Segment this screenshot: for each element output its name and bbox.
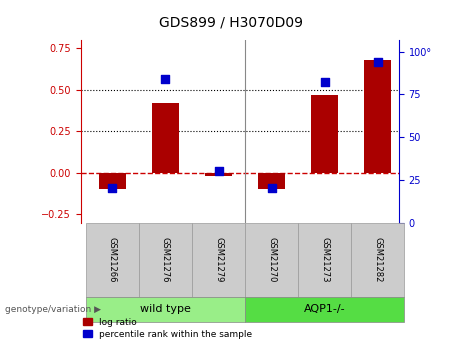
Bar <box>311 95 338 172</box>
Text: GSM21279: GSM21279 <box>214 237 223 282</box>
Bar <box>205 172 232 176</box>
Point <box>268 186 275 191</box>
Bar <box>99 172 126 189</box>
Text: GSM21273: GSM21273 <box>320 237 329 282</box>
Text: wild type: wild type <box>140 304 191 314</box>
Text: GSM21276: GSM21276 <box>161 237 170 282</box>
Bar <box>258 172 285 189</box>
Text: GSM21282: GSM21282 <box>373 237 382 282</box>
Text: genotype/variation ▶: genotype/variation ▶ <box>5 305 100 314</box>
Point <box>162 76 169 82</box>
Point <box>321 80 328 85</box>
Bar <box>364 60 391 172</box>
Point <box>109 186 116 191</box>
Text: GSM21270: GSM21270 <box>267 237 276 282</box>
Point <box>374 59 381 65</box>
Text: AQP1-/-: AQP1-/- <box>304 304 345 314</box>
Point <box>215 168 222 174</box>
Legend: log ratio, percentile rank within the sample: log ratio, percentile rank within the sa… <box>83 318 252 339</box>
Bar <box>152 103 179 172</box>
Text: GDS899 / H3070D09: GDS899 / H3070D09 <box>159 16 302 30</box>
Text: GSM21266: GSM21266 <box>108 237 117 282</box>
